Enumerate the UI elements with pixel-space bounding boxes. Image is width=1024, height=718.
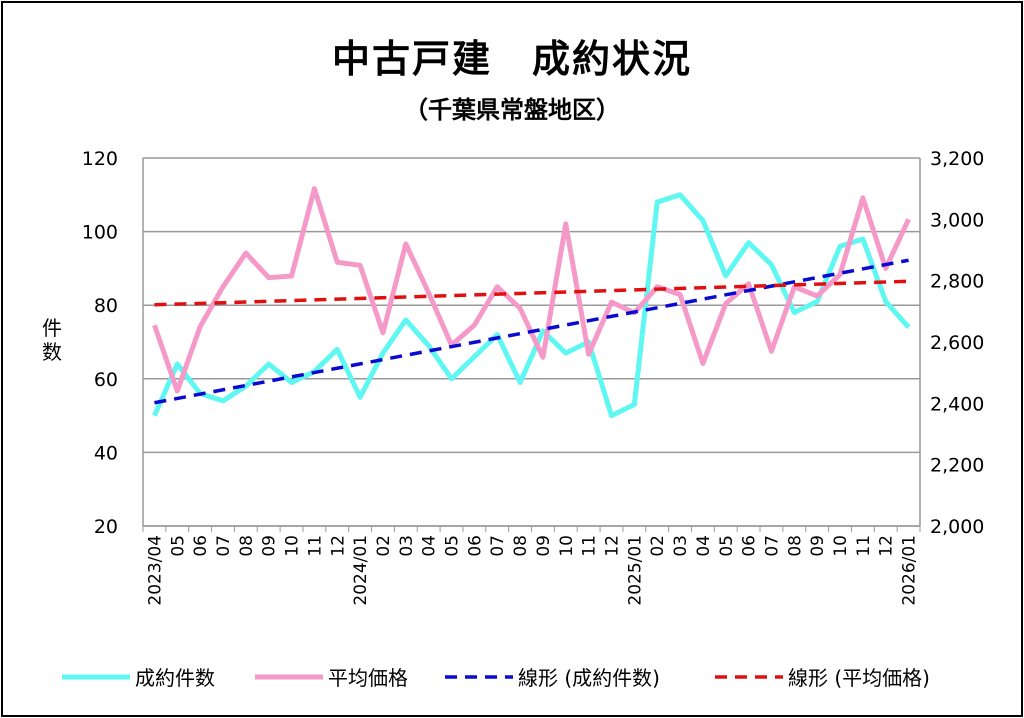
x-tick-label: 03	[671, 535, 691, 557]
x-tick-label: 07	[214, 535, 234, 557]
x-tick-label: 11	[854, 535, 874, 557]
x-tick-label: 07	[488, 535, 508, 557]
y-left-tick-label: 80	[94, 295, 118, 317]
y-axis-label: 件数	[42, 316, 62, 364]
x-tick-label: 2025/01	[625, 535, 645, 606]
x-tick-label: 2024/01	[351, 535, 371, 606]
x-tick-label: 12	[328, 535, 348, 557]
x-tick-label: 04	[694, 535, 714, 557]
x-tick-label: 06	[191, 535, 211, 557]
x-tick-label: 10	[283, 535, 303, 557]
x-tick-label: 12	[602, 535, 622, 557]
x-tick-label: 07	[762, 535, 782, 557]
x-tick-label: 11	[305, 535, 325, 557]
x-tick-label: 10	[831, 535, 851, 557]
y-left-tick-label: 100	[82, 222, 118, 244]
y-right-tick-label: 2,200	[930, 455, 984, 477]
x-tick-label: 12	[877, 535, 897, 557]
y-right-tick-label: 2,000	[930, 516, 984, 538]
x-tick-label: 09	[808, 535, 828, 557]
y-right-tick-label: 2,800	[930, 271, 984, 293]
y-right-tick-label: 2,600	[930, 332, 984, 354]
x-tick-label: 08	[785, 535, 805, 557]
x-tick-label: 05	[443, 535, 463, 557]
y-left-tick-label: 40	[94, 442, 118, 464]
x-tick-label: 02	[374, 535, 394, 557]
x-tick-label: 08	[511, 535, 531, 557]
x-tick-label: 02	[648, 535, 668, 557]
legend-label-2: 線形 (成約件数)	[518, 666, 660, 690]
x-tick-label: 06	[740, 535, 760, 557]
x-tick-label: 2026/01	[900, 535, 920, 606]
y-left-tick-label: 120	[82, 148, 118, 170]
trendline-3	[154, 279, 909, 307]
y-right-tick-label: 3,000	[930, 209, 984, 231]
y-left-tick-label: 20	[94, 516, 118, 538]
x-tick-label: 04	[420, 535, 440, 557]
trendline-2	[154, 258, 909, 405]
legend-label-1: 平均価格	[328, 666, 408, 690]
x-tick-label: 08	[237, 535, 257, 557]
chart-subtitle: （千葉県常盤地区）	[404, 96, 620, 124]
x-tick-label: 09	[534, 535, 554, 557]
y-right-tick-label: 3,200	[930, 148, 984, 170]
x-tick-label: 09	[260, 535, 280, 557]
x-tick-label: 10	[557, 535, 577, 557]
x-tick-label: 05	[717, 535, 737, 557]
chart-title: 中古戸建 成約状況	[331, 37, 692, 81]
legend-label-3: 線形 (平均価格)	[788, 666, 930, 690]
legend-label-0: 成約件数	[135, 666, 215, 690]
series-line-0	[152, 192, 911, 419]
x-tick-label: 05	[168, 535, 188, 557]
x-tick-label: 06	[465, 535, 485, 557]
x-tick-label: 2023/04	[145, 535, 165, 606]
x-tick-label: 03	[397, 535, 417, 557]
y-left-tick-label: 60	[94, 369, 118, 391]
y-right-tick-label: 2,400	[930, 393, 984, 415]
x-tick-label: 11	[580, 535, 600, 557]
